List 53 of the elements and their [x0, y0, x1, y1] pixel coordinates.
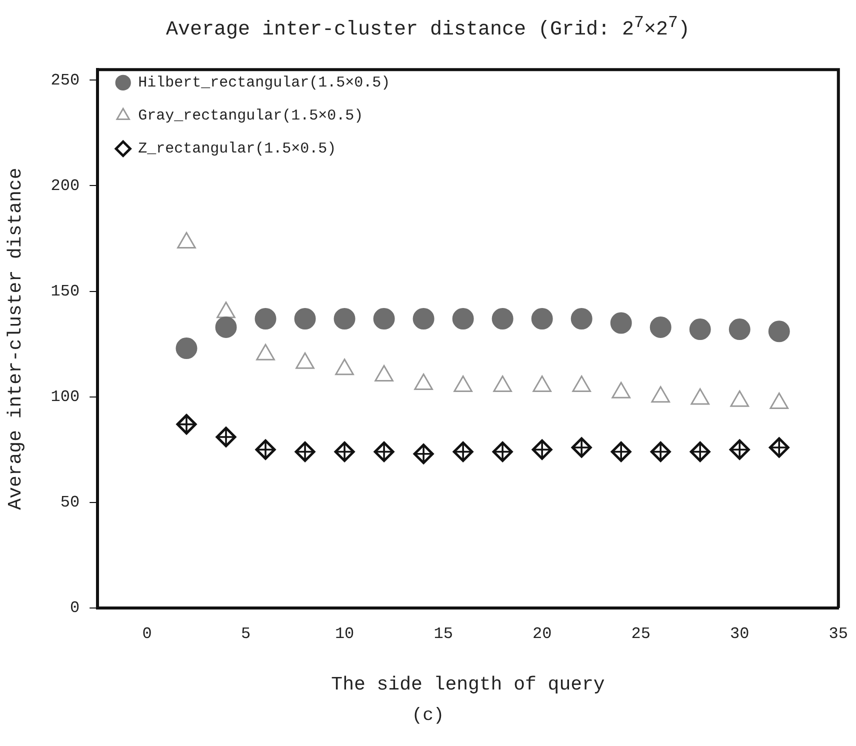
point: [412, 308, 434, 330]
point: [334, 442, 355, 462]
x-tick-label: 25: [631, 624, 650, 643]
point: [254, 308, 276, 330]
chart-title: Average inter-cluster distance (Grid: 2$^{7}$×2$^{7}$): [164, 14, 692, 42]
y-tick-label: 200: [50, 176, 80, 195]
y-tick-label: 100: [50, 388, 80, 406]
x-axis-title: The side length of query: [331, 674, 605, 696]
point: [768, 437, 790, 458]
x-tick-label: 20: [532, 624, 552, 643]
point: [452, 308, 474, 330]
y-tick-label: 0: [70, 599, 80, 618]
point: [373, 308, 395, 330]
y-axis-title: Average inter-cluster distance: [4, 168, 26, 510]
point: [334, 308, 356, 330]
x-tick-label: 35: [828, 624, 848, 643]
point: [176, 338, 198, 360]
point: [413, 444, 434, 464]
x-tick-label: 5: [240, 624, 251, 643]
point: [176, 414, 197, 435]
point: [215, 316, 237, 338]
y-tick-label: 250: [50, 71, 80, 90]
text: (c): [410, 706, 446, 726]
point: [610, 312, 632, 334]
legend-label: Z_rectangular(1.5×0.5): [138, 140, 336, 158]
point: [650, 316, 672, 338]
point: [729, 439, 750, 460]
point: [571, 437, 592, 458]
y-tick-label: 50: [60, 494, 80, 512]
point: [690, 442, 710, 462]
point: [728, 318, 750, 340]
point: [294, 308, 316, 330]
x-tick-label: 15: [434, 624, 453, 643]
point: [610, 442, 632, 462]
point: [492, 308, 514, 330]
point: [689, 318, 711, 340]
point: [294, 442, 316, 462]
point: [255, 439, 276, 460]
x-tick-label: 0: [142, 624, 152, 643]
point: [452, 442, 474, 462]
point: [650, 442, 671, 462]
point: [532, 439, 552, 460]
point: [768, 320, 790, 342]
point: [492, 442, 513, 462]
y-tick-label: 150: [50, 282, 80, 301]
point: [531, 308, 553, 330]
legend-label: Hilbert_rectangular(1.5×0.5): [138, 74, 390, 92]
legend-label: Gray_rectangular(1.5×0.5): [138, 108, 364, 125]
x-tick-label: 30: [730, 624, 750, 643]
x-tick-label: 10: [334, 624, 354, 643]
point: [374, 442, 394, 462]
point: [216, 426, 236, 448]
point: [570, 308, 592, 330]
